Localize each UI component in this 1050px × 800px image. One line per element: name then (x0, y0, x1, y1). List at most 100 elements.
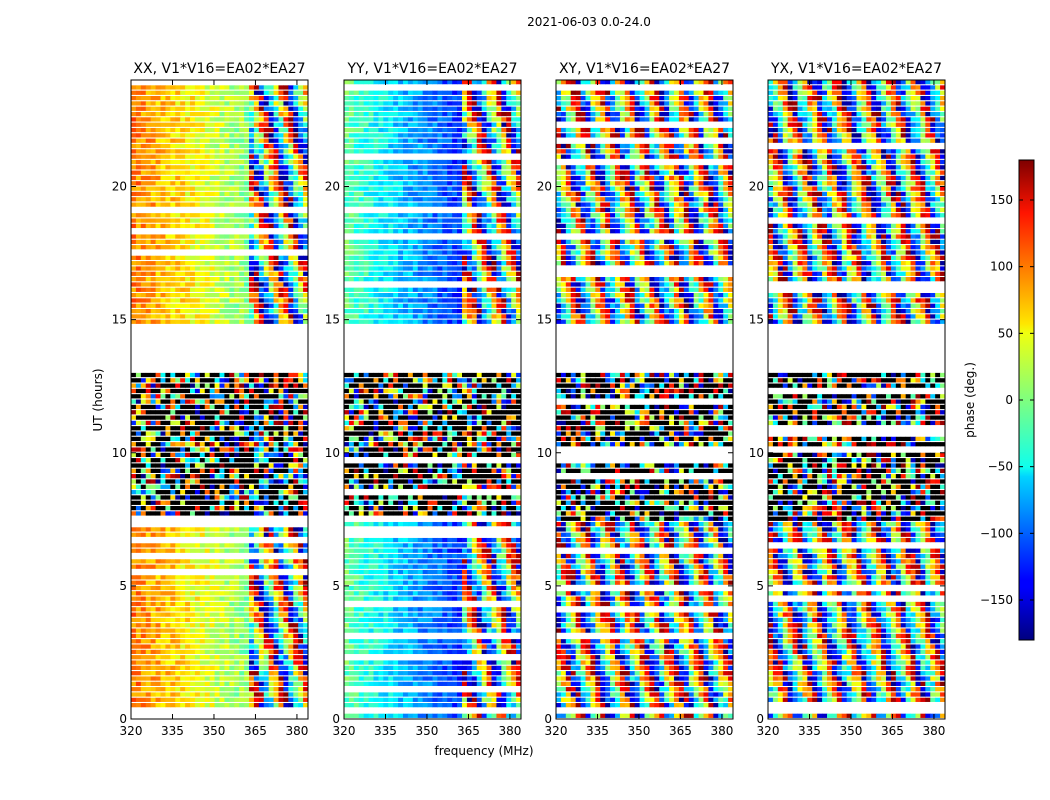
heatmap-cell (140, 687, 147, 692)
heatmap-cell (199, 607, 206, 612)
heatmap-cell (422, 175, 428, 181)
heatmap-cell (214, 181, 220, 186)
heatmap-cell (278, 697, 284, 702)
heatmap-cell (258, 95, 265, 101)
heatmap-cell (412, 106, 419, 111)
heatmap-cell (131, 681, 137, 686)
heatmap-cell (353, 277, 360, 282)
heatmap-cell (209, 394, 215, 399)
heatmap-cell (209, 143, 215, 149)
heatmap-cell (190, 127, 196, 133)
heatmap-cell (293, 122, 299, 127)
heatmap-cell (145, 85, 152, 90)
heatmap-cell (185, 687, 191, 692)
heatmap-cell (214, 239, 220, 245)
heatmap-cell (437, 111, 443, 117)
heatmap-cell (273, 308, 279, 314)
heatmap-cell (209, 186, 215, 191)
heatmap-cell (131, 655, 137, 660)
heatmap-cell (194, 138, 201, 143)
heatmap-cell (199, 245, 206, 250)
heatmap-cell (258, 442, 265, 447)
heatmap-cell (373, 159, 379, 165)
heatmap-cell (288, 623, 294, 628)
heatmap-cell (447, 266, 453, 271)
heatmap-cell (180, 372, 186, 378)
heatmap-cell (204, 596, 211, 601)
heatmap-cell (511, 218, 517, 223)
heatmap-cell (293, 495, 299, 500)
heatmap-cell (140, 639, 147, 644)
heatmap-cell (486, 90, 492, 95)
heatmap-cell (516, 293, 521, 298)
heatmap-cell (278, 303, 284, 308)
heatmap-cell (131, 580, 137, 585)
heatmap-cell (491, 90, 497, 95)
heatmap-cell (457, 159, 463, 165)
heatmap-cell (432, 149, 438, 154)
heatmap-cell (185, 127, 191, 133)
heatmap-cell (258, 271, 265, 276)
heatmap-cell (194, 149, 201, 154)
heatmap-cell (263, 127, 270, 133)
heatmap-cell (298, 580, 304, 585)
heatmap-cell (378, 95, 384, 101)
heatmap-cell (190, 655, 196, 660)
heatmap-cell (175, 527, 181, 532)
heatmap-cell (234, 564, 240, 569)
heatmap-cell (268, 111, 274, 117)
heatmap-cell (388, 186, 394, 191)
heatmap-cell (263, 585, 270, 591)
heatmap-cell (180, 436, 186, 442)
heatmap-cell (244, 564, 250, 569)
heatmap-cell (263, 692, 270, 697)
heatmap-cell (209, 303, 215, 308)
heatmap-cell (253, 436, 260, 442)
heatmap-cell (229, 601, 235, 607)
heatmap-cell (190, 585, 196, 591)
heatmap-cell (258, 399, 265, 404)
heatmap-cell (160, 394, 166, 399)
heatmap-cell (145, 607, 152, 612)
heatmap-cell (268, 271, 274, 276)
heatmap-cell (506, 191, 512, 197)
heatmap-cell (452, 197, 458, 202)
heatmap-cell (145, 202, 152, 207)
heatmap-cell (239, 484, 245, 489)
heatmap-cell (165, 255, 171, 260)
heatmap-cell (190, 681, 196, 686)
heatmap-cell (150, 95, 156, 101)
heatmap-cell (303, 543, 308, 548)
heatmap-cell (506, 175, 512, 181)
heatmap-cell (249, 697, 255, 702)
heatmap-cell (358, 245, 365, 250)
heatmap-cell (407, 80, 414, 85)
heatmap-cell (239, 378, 245, 383)
heatmap-cell (155, 388, 161, 394)
heatmap-cell (160, 213, 166, 218)
heatmap-cell (209, 159, 215, 165)
heatmap-cell (214, 442, 220, 447)
heatmap-cell (180, 394, 186, 399)
heatmap-cell (214, 623, 220, 628)
heatmap-cell (298, 612, 304, 617)
heatmap-cell (378, 170, 384, 175)
heatmap-cell (140, 601, 147, 607)
heatmap-cell (234, 623, 240, 628)
heatmap-cell (447, 117, 453, 122)
heatmap-cell (398, 106, 404, 111)
heatmap-cell (165, 527, 171, 532)
heatmap-cell (452, 111, 458, 117)
heatmap-cell (353, 106, 360, 111)
heatmap-cell (194, 287, 201, 292)
heatmap-cell (293, 484, 299, 489)
heatmap-cell (155, 442, 161, 447)
heatmap-cell (209, 633, 215, 639)
heatmap-cell (422, 298, 428, 303)
heatmap-cell (348, 298, 355, 303)
heatmap-cell (278, 468, 284, 473)
heatmap-cell (288, 687, 294, 692)
heatmap-cell (412, 191, 419, 197)
heatmap-cell (160, 692, 166, 697)
heatmap-cell (135, 106, 142, 111)
